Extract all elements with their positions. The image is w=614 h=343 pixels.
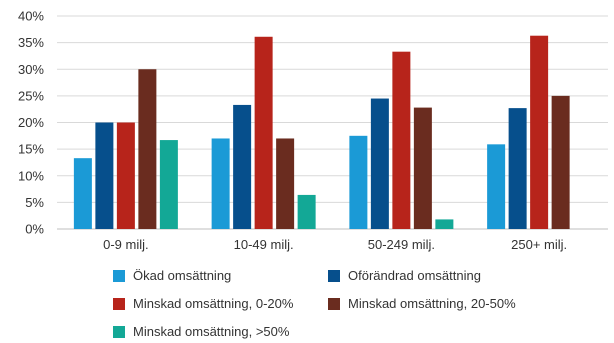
y-axis: 0% 5% 10% 15% 20% 25% 30% 35% 40% bbox=[18, 9, 44, 237]
legend-item-oforandrad: Oförändrad omsättning bbox=[328, 268, 481, 283]
y-tick-label: 40% bbox=[18, 9, 44, 24]
y-tick-label: 0% bbox=[25, 222, 44, 237]
bar-chart: 0% 5% 10% 15% 20% 25% 30% 35% 40% 0-9 milj. 10-49… bbox=[18, 9, 608, 252]
x-tick-label: 50-249 milj. bbox=[368, 237, 435, 252]
bar bbox=[435, 219, 454, 229]
bar bbox=[159, 140, 178, 229]
bar bbox=[254, 36, 273, 229]
bar bbox=[370, 98, 389, 229]
bar bbox=[73, 158, 92, 229]
bar bbox=[530, 35, 549, 229]
bar bbox=[211, 138, 230, 229]
bar bbox=[297, 194, 316, 229]
x-tick-label: 250+ milj. bbox=[511, 237, 567, 252]
bar bbox=[95, 122, 114, 229]
bars bbox=[73, 35, 570, 229]
y-tick-label: 15% bbox=[18, 142, 44, 157]
bar bbox=[116, 122, 135, 229]
bar bbox=[508, 108, 527, 229]
x-axis: 0-9 milj. 10-49 milj. 50-249 milj. 250+ mil… bbox=[103, 237, 567, 252]
legend-item-minskad-20-50: Minskad omsättning, 20-50% bbox=[328, 296, 516, 311]
legend-swatch bbox=[113, 269, 125, 282]
y-tick-label: 5% bbox=[25, 195, 44, 210]
legend-label: Oförändrad omsättning bbox=[348, 268, 481, 283]
bar bbox=[392, 51, 411, 229]
legend-swatch bbox=[113, 297, 125, 310]
legend-label: Minskad omsättning, 20-50% bbox=[348, 296, 516, 311]
legend-item-minskad-over-50: Minskad omsättning, >50% bbox=[113, 324, 289, 339]
bar bbox=[349, 135, 368, 229]
x-tick-label: 0-9 milj. bbox=[103, 237, 149, 252]
bar bbox=[551, 95, 570, 229]
y-tick-label: 25% bbox=[18, 88, 44, 103]
legend-swatch bbox=[328, 297, 340, 310]
y-tick-label: 35% bbox=[18, 35, 44, 50]
bar bbox=[233, 104, 252, 229]
legend-item-minskad-0-20: Minskad omsättning, 0-20% bbox=[113, 296, 293, 311]
x-tick-label: 10-49 milj. bbox=[234, 237, 294, 252]
legend-label: Minskad omsättning, 0-20% bbox=[133, 296, 294, 311]
y-tick-label: 30% bbox=[18, 62, 44, 77]
bar bbox=[487, 144, 506, 229]
legend-label: Minskad omsättning, >50% bbox=[133, 324, 290, 339]
legend-swatch bbox=[113, 325, 125, 338]
bar bbox=[138, 69, 157, 229]
y-tick-label: 10% bbox=[18, 168, 44, 183]
bar bbox=[413, 107, 432, 229]
y-tick-label: 20% bbox=[18, 115, 44, 130]
legend-swatch bbox=[328, 269, 340, 282]
legend-label: Ökad omsättning bbox=[133, 268, 232, 283]
legend-item-okad: Ökad omsättning bbox=[113, 268, 231, 283]
bar bbox=[276, 138, 295, 229]
